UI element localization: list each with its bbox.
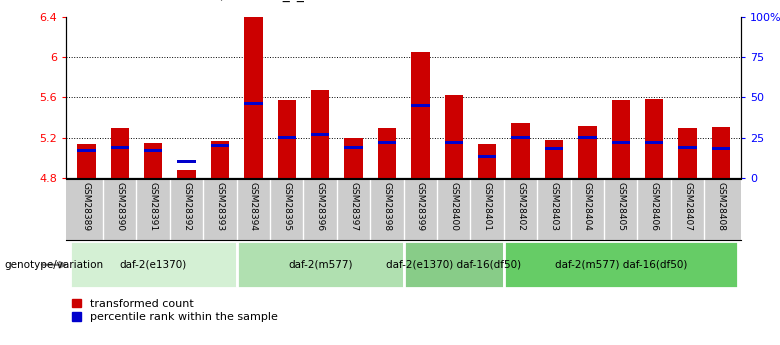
Bar [645, 99, 663, 178]
Bar [278, 136, 296, 139]
Text: GSM28401: GSM28401 [483, 183, 491, 231]
Bar [244, 17, 263, 178]
Bar [512, 136, 530, 139]
Text: GSM28400: GSM28400 [449, 183, 459, 231]
Bar [544, 147, 563, 150]
Text: GSM28399: GSM28399 [416, 183, 425, 231]
Bar [211, 140, 229, 178]
Text: GSM28390: GSM28390 [115, 183, 124, 231]
Bar [578, 136, 597, 139]
Bar [544, 140, 563, 178]
Bar [512, 122, 530, 178]
Bar [645, 141, 663, 144]
Text: daf-2(e1370) daf-16(df50): daf-2(e1370) daf-16(df50) [386, 260, 521, 270]
Bar [177, 160, 196, 163]
Text: GSM28408: GSM28408 [717, 183, 725, 231]
Text: GSM28396: GSM28396 [316, 183, 324, 231]
Bar [445, 141, 463, 144]
Bar [278, 100, 296, 178]
Bar [311, 133, 329, 136]
Text: GSM28405: GSM28405 [616, 183, 626, 231]
Text: genotype/variation: genotype/variation [4, 260, 103, 270]
Bar [344, 146, 363, 149]
Text: GSM28394: GSM28394 [249, 183, 258, 231]
Text: GSM28393: GSM28393 [215, 183, 225, 231]
Bar [612, 100, 630, 178]
Text: GSM28406: GSM28406 [650, 183, 658, 231]
Bar [612, 141, 630, 144]
Text: daf-2(e1370): daf-2(e1370) [119, 260, 186, 270]
Text: GSM28397: GSM28397 [349, 183, 358, 231]
Text: GSM28398: GSM28398 [382, 183, 392, 231]
Text: GSM28403: GSM28403 [549, 183, 558, 231]
Bar [344, 138, 363, 178]
Bar [177, 170, 196, 178]
Text: GSM28407: GSM28407 [683, 183, 692, 231]
Bar [445, 96, 463, 178]
Bar [578, 126, 597, 178]
Bar [77, 144, 95, 178]
Bar [144, 142, 162, 178]
Bar [712, 127, 730, 178]
Bar [478, 144, 496, 178]
Bar [311, 90, 329, 178]
Bar [378, 128, 396, 178]
Bar [504, 241, 738, 288]
Text: GSM28402: GSM28402 [516, 183, 525, 231]
Text: daf-2(m577): daf-2(m577) [288, 260, 353, 270]
Bar [679, 146, 697, 149]
Bar [111, 146, 129, 149]
Bar [244, 102, 263, 106]
Bar [404, 241, 504, 288]
Text: GSM28389: GSM28389 [82, 183, 90, 231]
Bar [679, 128, 697, 178]
Bar [712, 147, 730, 150]
Bar [77, 149, 95, 152]
Bar [236, 241, 404, 288]
Text: GSM28395: GSM28395 [282, 183, 291, 231]
Bar [144, 149, 162, 152]
Bar [478, 155, 496, 158]
Bar [378, 141, 396, 144]
Text: daf-2(m577) daf-16(df50): daf-2(m577) daf-16(df50) [555, 260, 687, 270]
Bar [111, 128, 129, 178]
Bar [411, 104, 430, 107]
Bar [411, 52, 430, 178]
Text: GSM28391: GSM28391 [149, 183, 158, 231]
Bar [211, 144, 229, 147]
Text: GSM28392: GSM28392 [182, 183, 191, 231]
Text: GDS770 / 177596_s_at: GDS770 / 177596_s_at [160, 0, 318, 2]
Legend: transformed count, percentile rank within the sample: transformed count, percentile rank withi… [72, 299, 278, 322]
Bar [69, 241, 236, 288]
Text: GSM28404: GSM28404 [583, 183, 592, 231]
